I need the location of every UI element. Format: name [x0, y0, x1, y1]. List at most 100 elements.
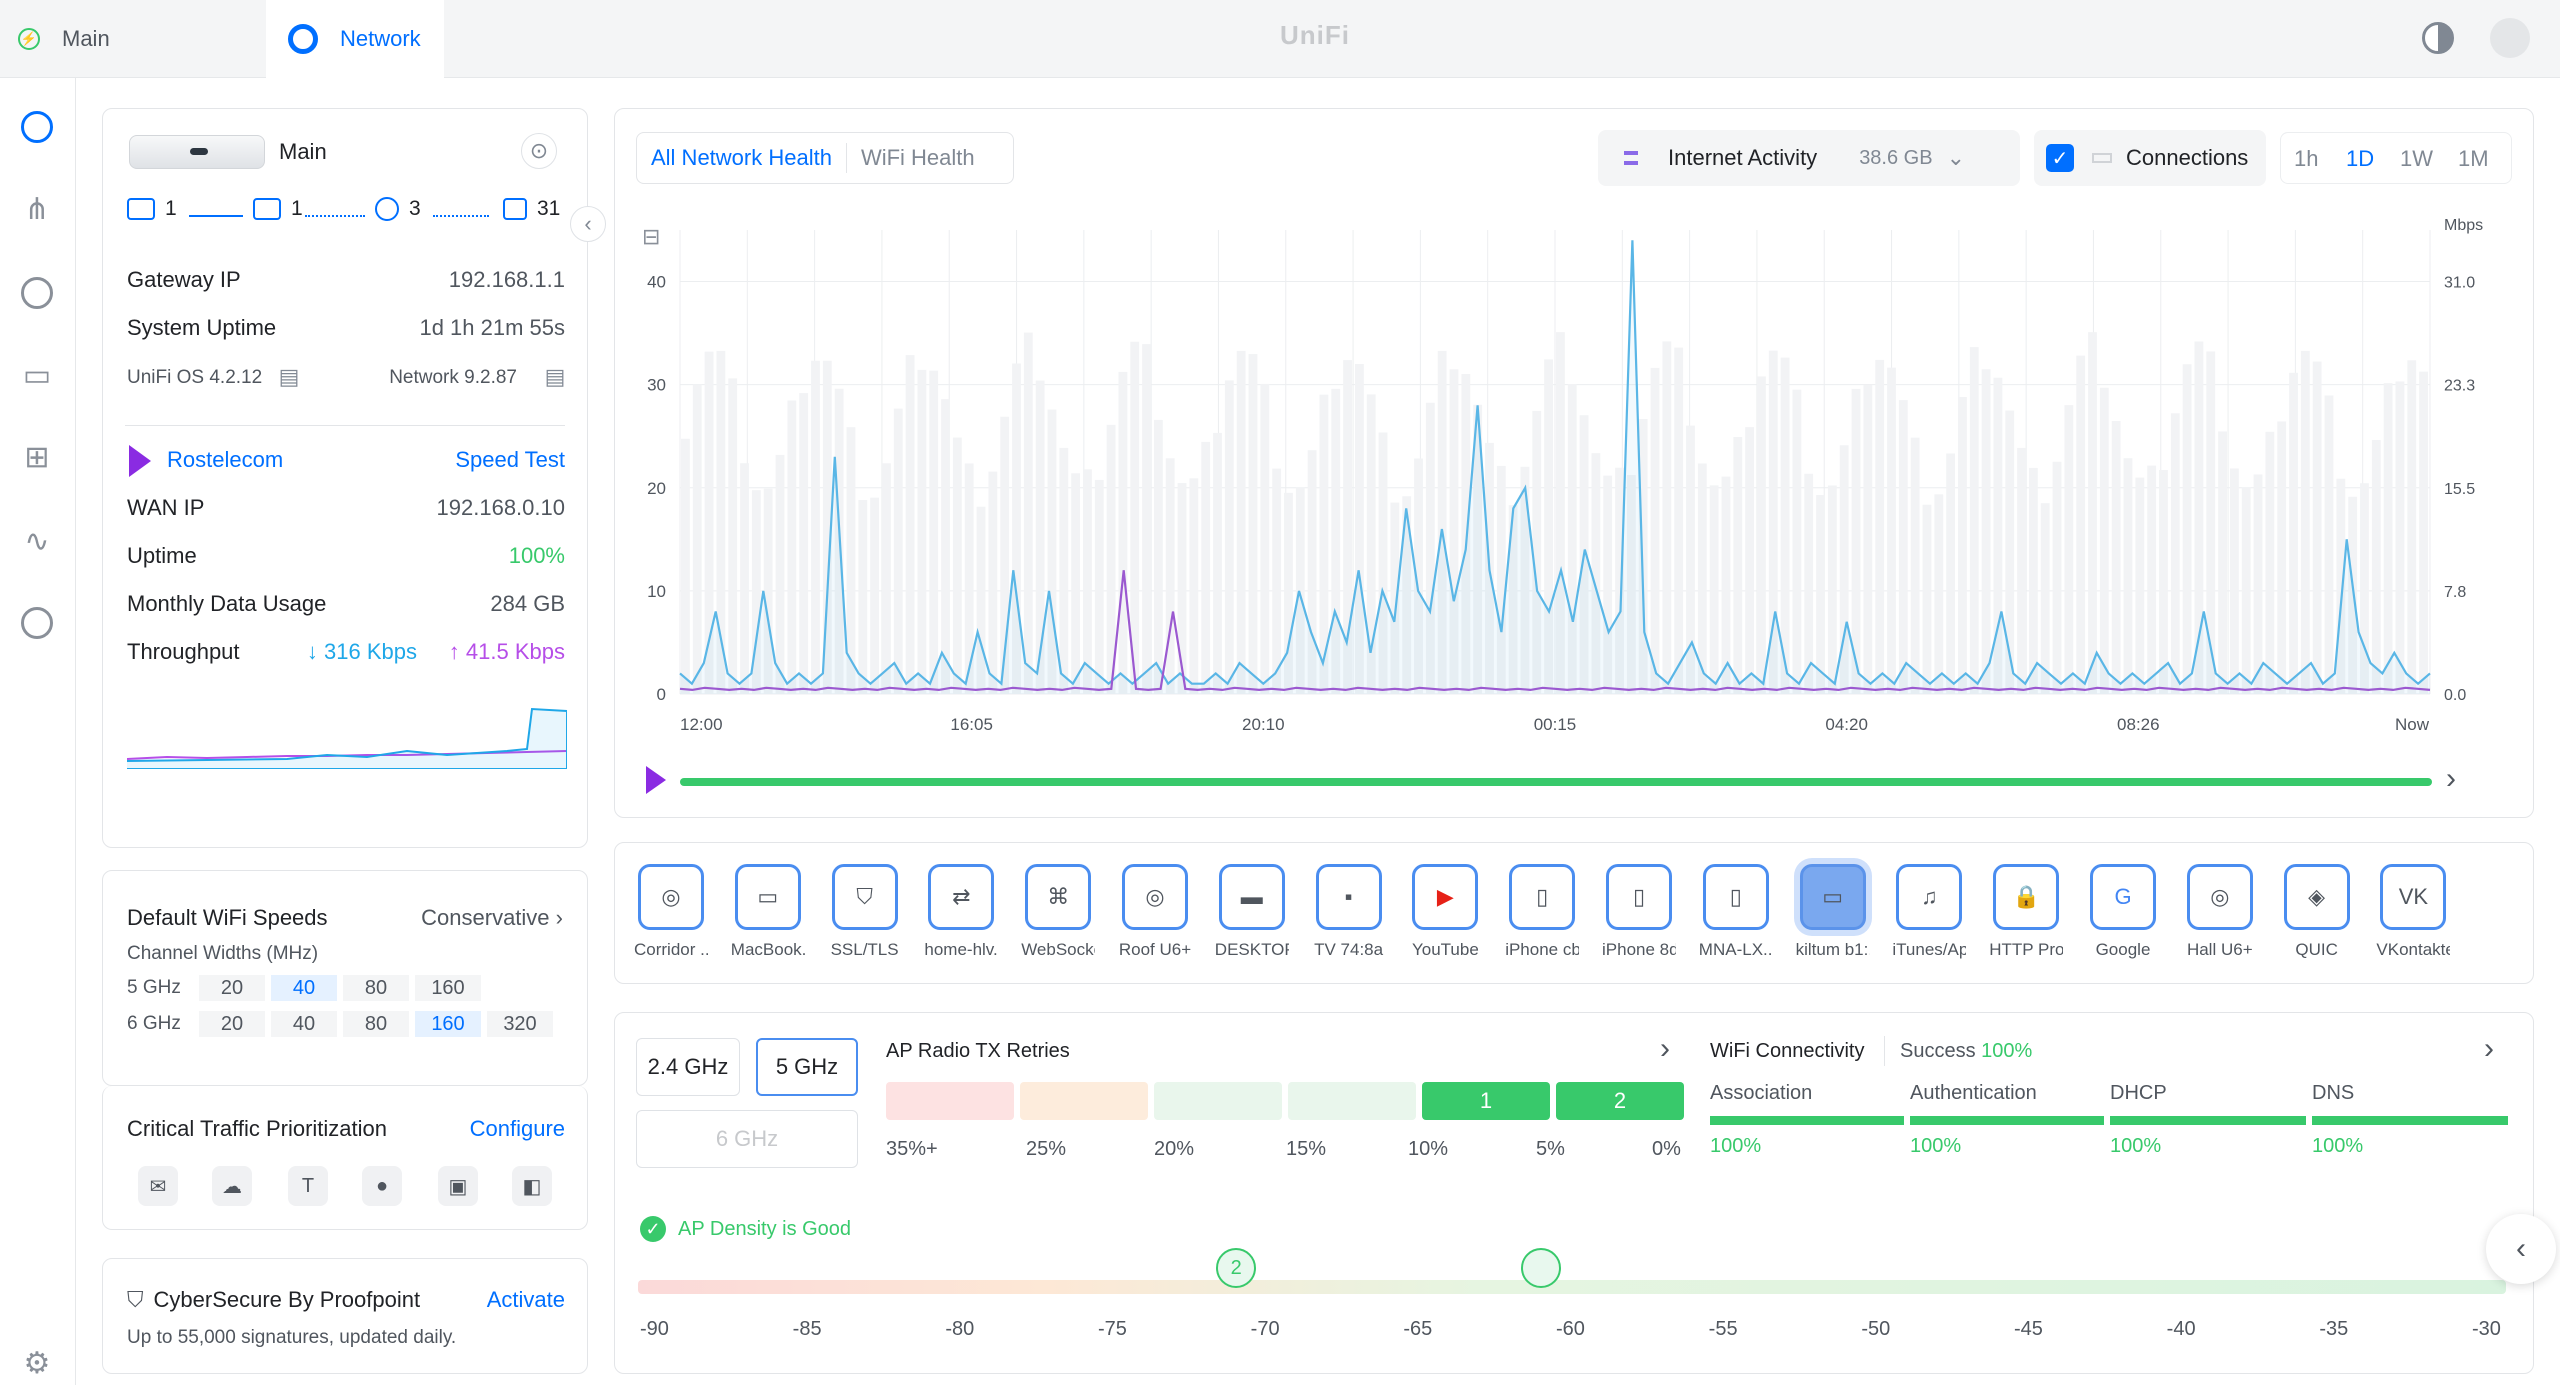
client-item[interactable]: ◎ Hall U6+: [2183, 864, 2257, 960]
range-1m[interactable]: 1M: [2458, 146, 2489, 171]
internet-activity-chart: 0 10 20 30 40 0.0 7.8 15.5 23.3 31.0 Mbps 12:00 16:0…: [647, 217, 2483, 734]
release-notes-icon[interactable]: ▤: [271, 359, 307, 395]
client-item[interactable]: VK VKontakte: [2376, 864, 2450, 960]
connections-bar: [716, 350, 726, 694]
tab-network[interactable]: Network: [266, 0, 444, 78]
topology-line: [433, 215, 489, 217]
connections-checkbox[interactable]: ✓: [2046, 144, 2074, 172]
connections-bar: [2360, 483, 2369, 694]
client-item[interactable]: ◈ QUIC: [2280, 864, 2354, 960]
gateway-ip-value: 192.168.1.1: [448, 267, 565, 292]
y-right-tick-label: 7.8: [2444, 584, 2466, 601]
client-item[interactable]: ▶ YouTube: [1408, 864, 1482, 960]
insights-icon[interactable]: ∿: [24, 524, 50, 558]
client-item[interactable]: ▬ DESKTOP...: [1215, 864, 1289, 960]
width-6-40[interactable]: 40: [271, 1011, 337, 1037]
retry-label: 20%: [1154, 1138, 1195, 1160]
client-item[interactable]: ▪ TV 74:8a: [1312, 864, 1386, 960]
router-icon[interactable]: ⊙: [521, 133, 557, 169]
wifi-speeds-mode[interactable]: Conservative ›: [421, 905, 563, 930]
client-name: TV 74:8a: [1314, 940, 1384, 959]
gateway-small-icon: [127, 198, 155, 220]
speed-test-link[interactable]: Speed Test: [455, 447, 565, 472]
dashboard-icon[interactable]: [18, 108, 56, 146]
density-ap-marker[interactable]: 2: [1216, 1248, 1257, 1288]
client-item[interactable]: ▯ MNA-LX...: [1699, 864, 1773, 960]
expand-panel-button[interactable]: ‹: [2486, 1214, 2556, 1284]
settings-icon[interactable]: ⚙: [23, 1346, 51, 1380]
density-ap-marker[interactable]: [1521, 1248, 1562, 1288]
client-item[interactable]: ▯ iPhone cb...: [1505, 864, 1579, 960]
release-notes-icon[interactable]: ▤: [537, 359, 573, 395]
client-item[interactable]: ⌘ WebSocket: [1021, 864, 1095, 960]
client-item[interactable]: ◎ Roof U6+: [1118, 864, 1192, 960]
connections-bar: [822, 360, 832, 694]
client-item[interactable]: 🔒 HTTP Pro...: [1989, 864, 2063, 960]
chevron-right-icon: ›: [555, 905, 563, 930]
width-5-80[interactable]: 80: [343, 975, 409, 1001]
client-item[interactable]: ▭ MacBook...: [731, 864, 805, 960]
connections-bar: [1721, 476, 1731, 694]
tab-wifi-health[interactable]: WiFi Health: [860, 145, 975, 170]
topology-clients[interactable]: 31: [503, 197, 560, 221]
network-icon: [288, 24, 318, 54]
y-tick-label: 10: [647, 582, 666, 601]
avatar[interactable]: [2490, 18, 2530, 58]
legend-swatch-icon: [2092, 153, 2112, 163]
collapse-left-icon[interactable]: ‹: [570, 206, 606, 242]
width-6-80[interactable]: 80: [343, 1011, 409, 1037]
client-item[interactable]: ♫ iTunes/Ap...: [1892, 864, 1966, 960]
client-icon: ▭: [1799, 864, 1866, 930]
connections-bar: [751, 490, 761, 694]
connections-bar: [2182, 364, 2192, 694]
range-1d[interactable]: 1D: [2346, 146, 2375, 171]
band-6ghz[interactable]: 6 GHz: [636, 1110, 858, 1168]
width-6-20[interactable]: 20: [199, 1011, 265, 1037]
tab-all-network-health[interactable]: All Network Health: [651, 145, 832, 170]
wifi-speeds-card: Default WiFi Speeds Conservative › Chann…: [102, 870, 588, 1086]
topology-switches[interactable]: 1: [253, 197, 303, 221]
connections-bar: [2170, 413, 2180, 694]
client-item[interactable]: ▭ kiltum b1:...: [1796, 864, 1870, 960]
chevron-right-icon[interactable]: ›: [2446, 762, 2456, 795]
internet-activity-select[interactable]: Internet Activity 38.6 GB ⌄: [1598, 130, 2020, 186]
connections-bar: [2123, 458, 2133, 694]
devices-icon[interactable]: [18, 274, 56, 312]
apps-icon[interactable]: ⊞: [24, 440, 50, 474]
topology-wan[interactable]: 1: [127, 197, 177, 221]
connections-bar: [893, 408, 903, 694]
width-5-40[interactable]: 40: [271, 975, 337, 1001]
camera-icon: ◧: [512, 1166, 552, 1206]
width-5-160[interactable]: 160: [415, 975, 481, 1001]
client-item[interactable]: ⛉ SSL/TLS: [828, 864, 902, 960]
width-6-160[interactable]: 160: [415, 1011, 481, 1037]
width-6-320[interactable]: 320: [487, 1011, 553, 1037]
internet-activity-label: Internet Activity: [1668, 145, 1818, 170]
topology-icon[interactable]: ⋔: [24, 192, 50, 226]
theme-toggle-icon[interactable]: [2422, 22, 2454, 54]
chevron-right-icon[interactable]: ›: [2484, 1032, 2494, 1065]
isp-name[interactable]: Rostelecom: [167, 447, 284, 472]
connections-bar: [858, 500, 868, 694]
retry-bucket-20: [1154, 1082, 1282, 1120]
connections-toggle[interactable]: ✓ Connections: [2034, 130, 2266, 186]
band-24ghz[interactable]: 2.4 GHz: [636, 1038, 740, 1096]
range-selector: [2280, 132, 2512, 184]
configure-link[interactable]: Configure: [469, 1116, 565, 1141]
chevron-right-icon[interactable]: ›: [1660, 1032, 1670, 1065]
width-5-20[interactable]: 20: [199, 975, 265, 1001]
client-item[interactable]: ⇄ home-hlv...: [924, 864, 998, 960]
range-1h[interactable]: 1h: [2294, 146, 2319, 171]
activate-link[interactable]: Activate: [486, 1287, 565, 1312]
client-item[interactable]: G Google: [2086, 864, 2160, 960]
clients-icon[interactable]: ▭: [22, 358, 52, 392]
band-5ghz[interactable]: 5 GHz: [756, 1038, 858, 1096]
alerts-icon[interactable]: [18, 604, 56, 642]
density-status: AP Density is Good: [678, 1218, 852, 1240]
topology-aps[interactable]: 3: [375, 197, 421, 221]
connections-bar: [1922, 504, 1932, 694]
tab-main[interactable]: ⚡ Main: [18, 0, 110, 78]
range-1w[interactable]: 1W: [2400, 146, 2433, 171]
client-item[interactable]: ▯ iPhone 8d...: [1602, 864, 1676, 960]
client-item[interactable]: ◎ Corridor ...: [634, 864, 708, 960]
